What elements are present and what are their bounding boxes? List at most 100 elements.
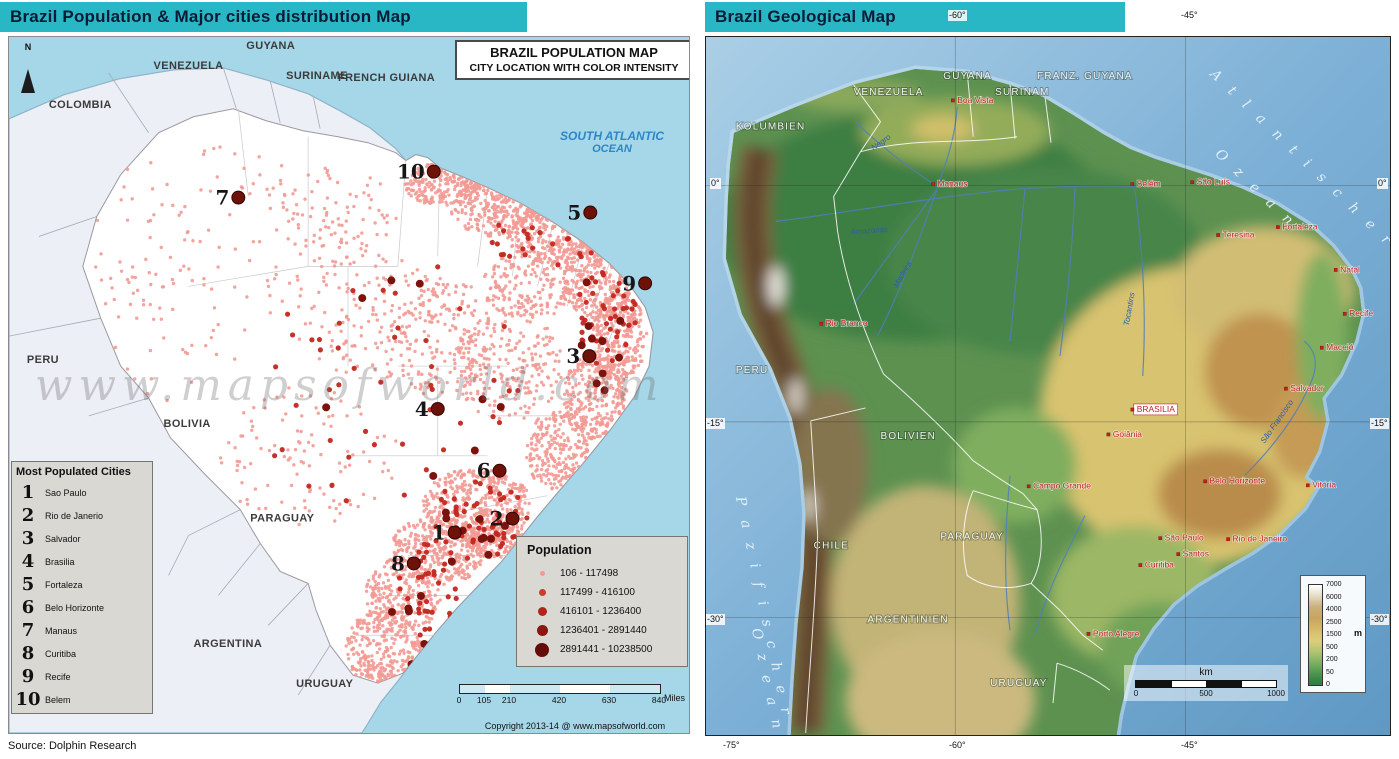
city-marker xyxy=(931,182,935,186)
country-label: URUGUAY xyxy=(296,678,353,690)
city-name-label: Salvador xyxy=(1290,383,1324,393)
country-label: SURINAME xyxy=(286,70,348,82)
city-marker xyxy=(1284,386,1288,391)
elevation-tick-label: 2500 xyxy=(1326,618,1342,626)
major-city-dot xyxy=(582,349,597,364)
city-marker xyxy=(951,98,955,103)
city-name-label: Teresina xyxy=(1222,229,1254,239)
city-name-label: Campo Grande xyxy=(1033,481,1091,491)
country-name-label: URUGUAY xyxy=(990,678,1047,689)
country-name-label: SURINAM xyxy=(995,87,1049,98)
country-label: FRENCH GUIANA xyxy=(338,72,435,84)
city-marker xyxy=(1306,483,1310,488)
city-marker xyxy=(1190,180,1194,184)
km-scale-labels: 0 500 1000 xyxy=(1132,688,1285,699)
country-name-label: BOLIVIEN xyxy=(880,431,936,442)
country-label: BOLIVIA xyxy=(164,418,211,430)
city-marker xyxy=(819,321,824,326)
city-name-label: Manaus xyxy=(937,179,967,189)
city-marker xyxy=(1203,479,1207,484)
city-name-label: Belém xyxy=(1137,179,1161,189)
km-scale-unit: km xyxy=(1199,667,1213,678)
city-name-layer: Boa Vista Manaus Belém São Luís Teresina Fort… xyxy=(819,94,1374,639)
brazil-landmass xyxy=(82,108,654,684)
coordinate-label: -30° xyxy=(706,614,725,625)
country-borders xyxy=(805,72,1111,734)
elevation-unit: m xyxy=(1353,628,1362,638)
major-city-dot xyxy=(583,205,598,220)
rivers xyxy=(775,106,1316,636)
city-marker xyxy=(1176,552,1181,556)
right-map-title: Brazil Geological Map xyxy=(715,7,896,26)
city-marker xyxy=(1226,537,1230,541)
city-name-label: Maceió xyxy=(1326,342,1354,352)
city-marker xyxy=(1130,407,1135,412)
city-name-label: BRASILIA xyxy=(1137,404,1175,414)
country-name-label: PERU xyxy=(736,365,768,376)
city-marker xyxy=(1086,632,1091,636)
km-scale-tick-label: 1000 xyxy=(1267,689,1285,698)
elevation-tick-label: 1500 xyxy=(1326,631,1342,638)
major-city-dot xyxy=(492,463,507,478)
city-marker xyxy=(1216,233,1220,237)
city-marker xyxy=(1276,225,1280,229)
city-marker xyxy=(1106,432,1111,437)
major-city-dot xyxy=(430,401,445,416)
city-marker xyxy=(1026,484,1031,489)
coordinate-label: -15° xyxy=(1370,418,1389,429)
city-name-label: Fortaleza xyxy=(1282,221,1318,231)
city-marker xyxy=(1342,312,1347,316)
elevation-tick-labels: 7000 6000 4000 2500 1500 500 200 50 0 xyxy=(1326,581,1350,688)
major-city-dot xyxy=(406,556,421,571)
elevation-tick-label: 0 xyxy=(1326,681,1330,688)
city-name-label: Natal xyxy=(1340,264,1360,274)
country-label: PERU xyxy=(27,354,59,366)
major-city-marker-layer: 1 2 3 4 5 6 7 8 9 10 xyxy=(215,160,653,575)
city-marker xyxy=(1333,268,1338,272)
city-name-label: Goiânia xyxy=(1113,429,1142,439)
geological-map-canvas: A t l a n t i s c h e rO z e a nP a z i … xyxy=(706,37,1390,735)
source-attribution: Source: Dolphin Research xyxy=(8,740,137,752)
city-rank-number: 4 xyxy=(415,397,429,421)
coordinate-label: -30° xyxy=(1370,614,1389,625)
elevation-tick-label: 4000 xyxy=(1326,606,1342,613)
city-rank-number: 2 xyxy=(490,507,504,531)
elevation-tick-label: 7000 xyxy=(1326,581,1342,588)
coordinate-label: -75° xyxy=(722,740,741,751)
major-city-dot xyxy=(447,525,462,540)
country-label: PARAGUAY xyxy=(250,513,314,525)
city-name-label: Recife xyxy=(1349,308,1373,318)
country-label: COLOMBIA xyxy=(49,99,112,111)
city-name-label: Porto Alegre xyxy=(1093,628,1140,638)
elevation-tick-label: 500 xyxy=(1326,643,1338,651)
km-scale-track xyxy=(1135,680,1277,688)
country-name-label: KOLUMBIEN xyxy=(736,122,806,133)
coordinate-label: -60° xyxy=(948,740,967,751)
country-name-label: GUYANA xyxy=(943,71,992,82)
major-city-dot xyxy=(231,190,246,205)
elevation-tick-label: 6000 xyxy=(1326,593,1342,601)
city-marker xyxy=(1320,345,1324,350)
city-rank-number: 6 xyxy=(477,459,491,483)
population-map-canvas: www.mapsofworld.com 1 2 3 4 5 6 7 8 9 10 COLOMBIA… xyxy=(9,37,689,733)
coordinate-label: -45° xyxy=(1180,740,1199,751)
city-name-label: Vitória xyxy=(1312,480,1336,490)
city-name-label: Rio Branco xyxy=(826,318,868,328)
coordinate-label: -45° xyxy=(1180,10,1199,21)
city-rank-number: 7 xyxy=(215,186,229,210)
population-map-panel: www.mapsofworld.com 1 2 3 4 5 6 7 8 9 10 COLOMBIA… xyxy=(8,36,690,734)
country-name-label: VENEZUELA xyxy=(854,87,924,98)
watermark: www.mapsofworld.com xyxy=(35,360,665,411)
city-name-label: São Paulo xyxy=(1165,533,1204,543)
elevation-gradient-bar xyxy=(1308,584,1323,686)
city-rank-number: 8 xyxy=(391,551,405,575)
country-label: VENEZUELA xyxy=(154,60,224,72)
coordinate-label: -15° xyxy=(706,418,725,429)
country-label: ARGENTINA xyxy=(193,638,262,650)
city-name-label: Curitiba xyxy=(1145,559,1174,569)
coordinate-label: 0° xyxy=(710,178,721,189)
terrain-layer xyxy=(725,68,1363,735)
